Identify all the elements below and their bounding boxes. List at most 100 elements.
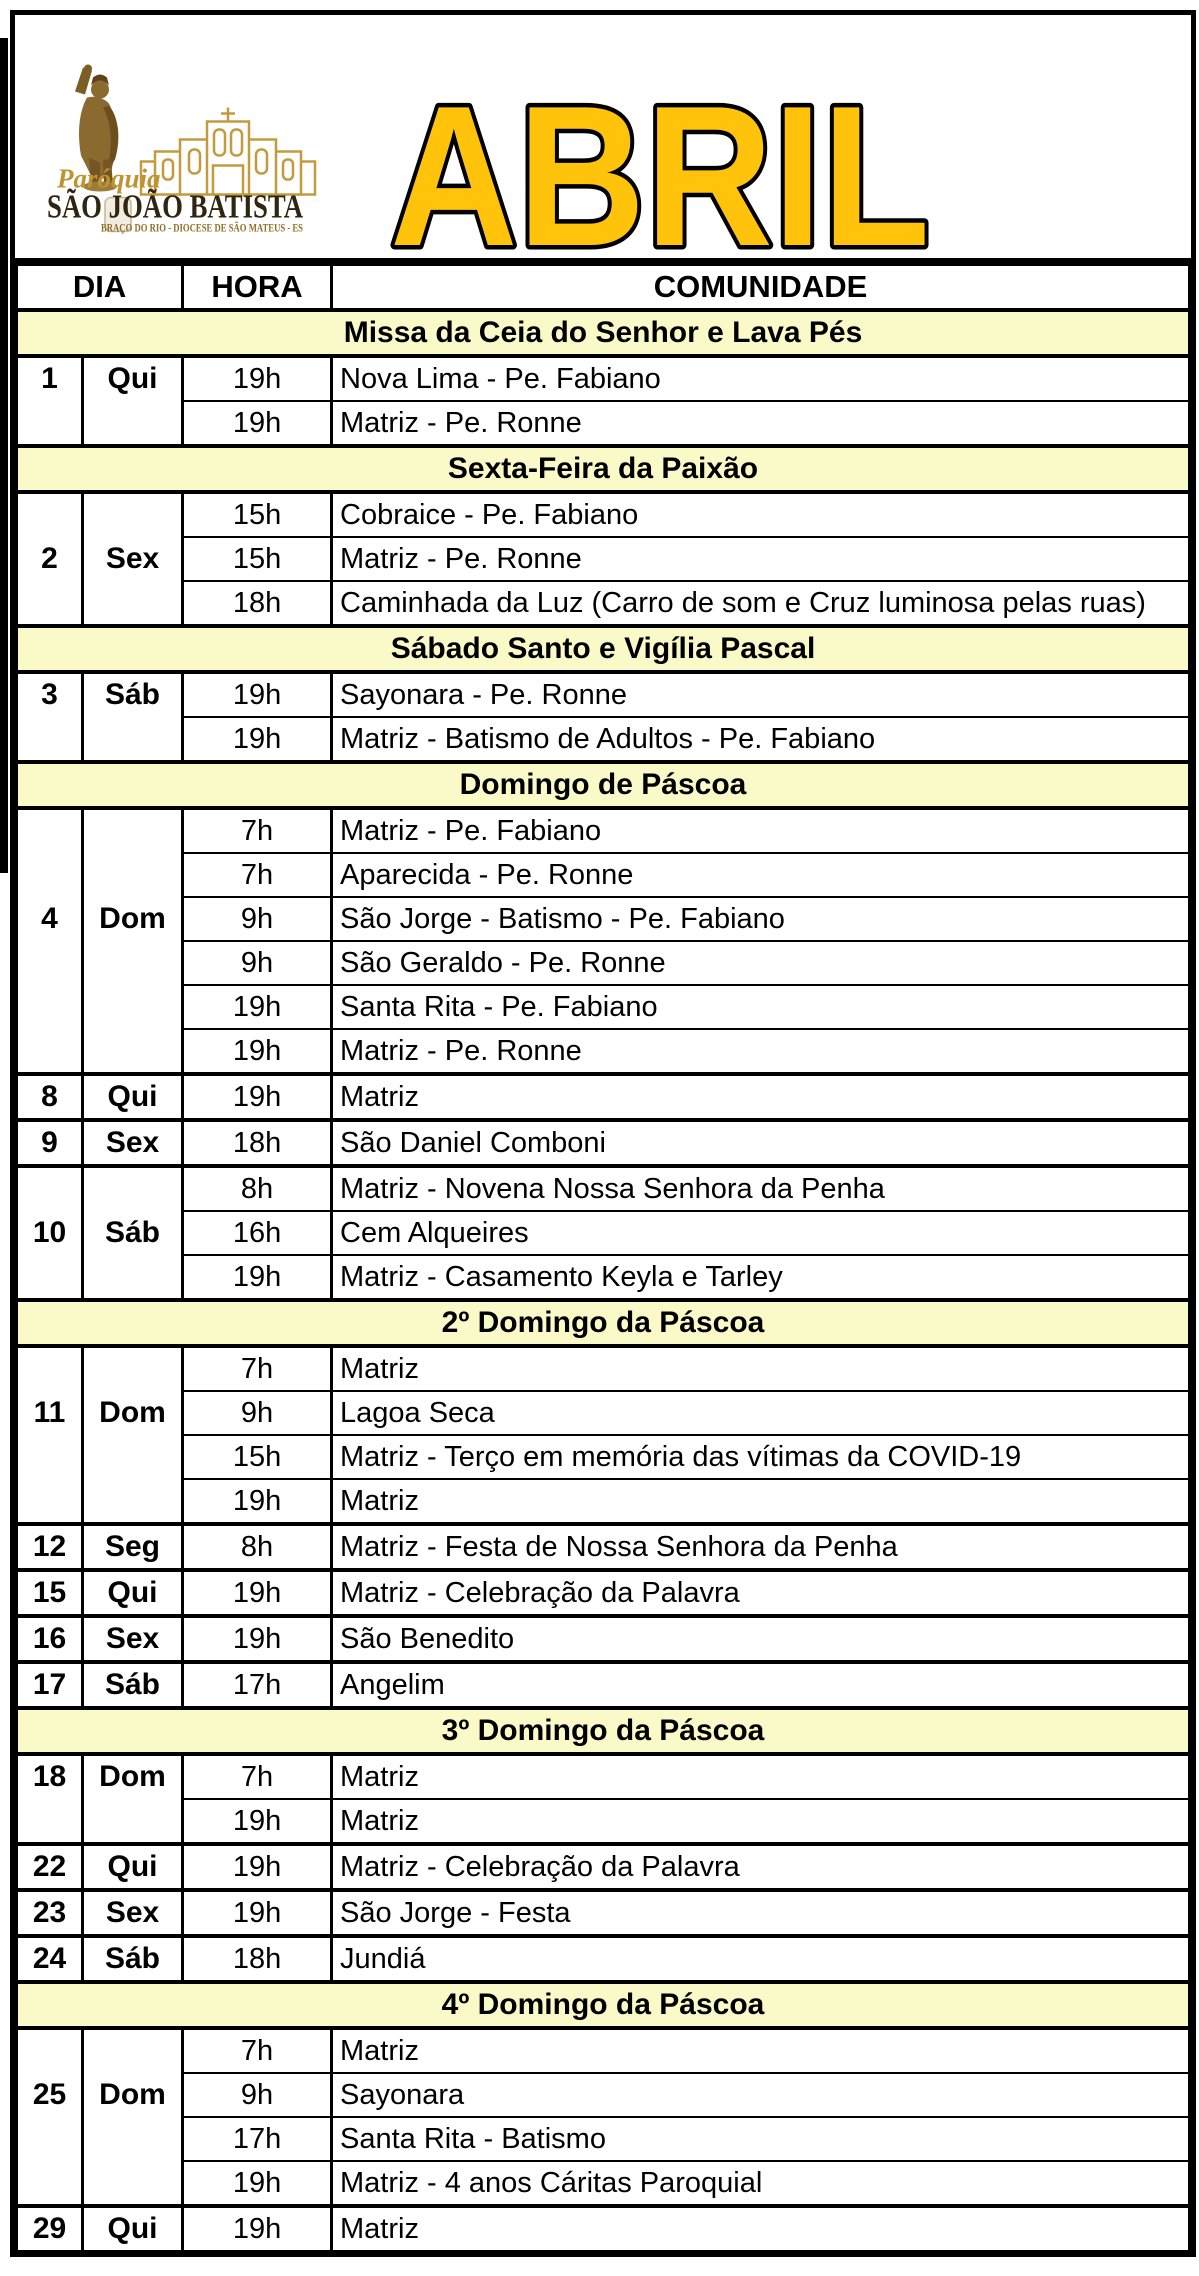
section-row: Sábado Santo e Vigília Pascal — [15, 624, 1191, 674]
day-cell: 18 — [15, 1752, 84, 1845]
hora-cell: 19h — [181, 2160, 334, 2207]
section-header: Domingo de Páscoa — [15, 760, 1191, 810]
logo-subtitle: BRAÇO DO RIO - DIOCESE DE SÃO MATEUS - E… — [101, 221, 303, 235]
weekday-label: Qui — [107, 2212, 158, 2245]
hora-cell: 9h — [181, 896, 334, 942]
table-row: 15 Qui 19h Matriz - Celebração da Palavra — [15, 1568, 1191, 1617]
weekday-cell: Sáb — [80, 1660, 185, 1709]
table-row: 18h Caminhada da Luz (Carro de som e Cruz… — [17, 580, 1191, 627]
weekday-cell: Dom — [80, 2026, 185, 2207]
weekday-label: Sáb — [104, 678, 161, 711]
day-cell: 17 — [15, 1660, 84, 1709]
day-number: 9 — [41, 1126, 58, 1159]
day-cell: 3 — [15, 670, 84, 763]
hora-cell: 19h — [181, 1254, 334, 1301]
weekday-cell: Qui — [80, 2204, 185, 2252]
comunidade-cell: Matriz - Pe. Ronne — [330, 536, 1191, 582]
comunidade-cell: Matriz - Batismo de Adultos - Pe. Fabian… — [330, 716, 1191, 763]
section-header: Missa da Ceia do Senhor e Lava Pés — [15, 308, 1191, 358]
hora-cell: 18h — [181, 1934, 334, 1983]
day-cell: 1 — [15, 354, 84, 447]
hora-cell: 19h — [181, 670, 334, 718]
column-header-dia: DIA — [14, 263, 185, 312]
weekday-label: Sex — [105, 542, 160, 575]
day-number: 24 — [32, 1942, 67, 1975]
weekday-label: Dom — [99, 1760, 166, 1793]
comunidade-cell: Matriz - Terço em memória das vítimas da… — [330, 1434, 1191, 1480]
day-number: 12 — [32, 1530, 67, 1563]
day-cell: 2 — [15, 490, 84, 627]
table-row: 19h Matriz - Pe. Ronne — [17, 1028, 1191, 1075]
section-header: Sexta-Feira da Paixão — [15, 444, 1191, 494]
table-row: 23 Sex 19h São Jorge - Festa — [15, 1888, 1191, 1937]
day-cell: 8 — [15, 1072, 84, 1121]
table-row: 10 Sáb 8h Matriz - Novena Nossa Senhora da … — [15, 1164, 1191, 1301]
comunidade-cell: Matriz - Pe. Ronne — [330, 1028, 1191, 1075]
weekday-label: Qui — [107, 362, 158, 395]
day-cell: 15 — [15, 1568, 84, 1617]
hora-cell: 18h — [181, 580, 334, 627]
hora-cell: 15h — [181, 490, 334, 538]
comunidade-cell: Nova Lima - Pe. Fabiano — [330, 354, 1191, 402]
comunidade-cell: Santa Rita - Pe. Fabiano — [330, 984, 1191, 1030]
comunidade-cell: Matriz - Pe. Ronne — [330, 400, 1191, 447]
table-row: 8 Qui 19h Matriz — [15, 1072, 1191, 1121]
comunidade-cell: Angelim — [330, 1660, 1191, 1709]
section-row: 3º Domingo da Páscoa — [15, 1706, 1191, 1756]
day-cell: 24 — [15, 1934, 84, 1983]
hora-cell: 15h — [181, 1434, 334, 1480]
table-row: 15h Matriz - Pe. Ronne — [17, 536, 1191, 582]
table-row: 19h Matriz - Pe. Ronne — [17, 400, 1191, 447]
hora-cell: 19h — [181, 2204, 334, 2252]
comunidade-cell: Matriz — [330, 1798, 1191, 1845]
weekday-label: Sex — [105, 1896, 160, 1929]
comunidade-cell: Matriz - Novena Nossa Senhora da Penha — [330, 1164, 1191, 1212]
section-row: 2º Domingo da Páscoa — [15, 1298, 1191, 1348]
comunidade-cell: Jundiá — [330, 1934, 1191, 1983]
weekday-label: Sáb — [104, 1216, 161, 1249]
day-number: 3 — [41, 678, 58, 711]
weekday-cell: Sex — [80, 1118, 185, 1167]
hora-cell: 9h — [181, 1390, 334, 1436]
comunidade-cell: Matriz — [330, 1478, 1191, 1525]
hora-cell: 8h — [181, 1164, 334, 1212]
day-cell: 11 — [15, 1344, 84, 1525]
day-number: 17 — [32, 1668, 67, 1701]
table-row: 16h Cem Alqueires — [17, 1210, 1191, 1256]
month-title-text: ABRIL — [390, 67, 930, 288]
table-row: 24 Sáb 18h Jundiá — [15, 1934, 1191, 1983]
comunidade-cell: Matriz — [330, 1344, 1191, 1392]
table-row: 1 Qui 19h Nova Lima - Pe. Fabiano — [15, 354, 1191, 447]
weekday-cell: Sáb — [80, 1934, 185, 1983]
day-cell: 10 — [15, 1164, 84, 1301]
header-row: DIA HORA COMUNIDADE — [14, 263, 1191, 312]
weekday-cell: Qui — [80, 1072, 185, 1121]
hora-cell: 19h — [181, 716, 334, 763]
weekday-label: Seg — [104, 1530, 161, 1563]
statue-icon — [75, 64, 132, 233]
table-row: 15h Matriz - Terço em memória das vítimas… — [17, 1434, 1191, 1480]
hora-cell: 17h — [181, 1660, 334, 1709]
table-row: 22 Qui 19h Matriz - Celebração da Palavra — [15, 1842, 1191, 1891]
day-cell: 29 — [15, 2204, 84, 2252]
weekday-cell: Dom — [80, 1344, 185, 1525]
hora-cell: 7h — [181, 1752, 334, 1800]
logo-caption: Paróquia — [56, 164, 161, 194]
day-number: 4 — [41, 902, 58, 935]
table-row: 25 Dom 7h Matriz — [15, 2026, 1191, 2207]
weekday-label: Sex — [105, 1126, 160, 1159]
comunidade-cell: São Benedito — [330, 1614, 1191, 1663]
hora-cell: 19h — [181, 400, 334, 447]
table-row: 19h Matriz — [17, 1798, 1191, 1845]
month-title: ABRIL — [386, 67, 935, 293]
day-number: 10 — [32, 1216, 67, 1249]
day-cell: 22 — [15, 1842, 84, 1891]
table-row: 3 Sáb 19h Sayonara - Pe. Ronne — [15, 670, 1191, 763]
day-cell: 12 — [15, 1522, 84, 1571]
day-cell: 4 — [15, 806, 84, 1075]
section-row: Missa da Ceia do Senhor e Lava Pés — [15, 308, 1191, 358]
section-header: 4º Domingo da Páscoa — [15, 1980, 1191, 2030]
weekday-cell: Dom — [80, 1752, 185, 1845]
comunidade-cell: Matriz - 4 anos Cáritas Paroquial — [330, 2160, 1191, 2207]
